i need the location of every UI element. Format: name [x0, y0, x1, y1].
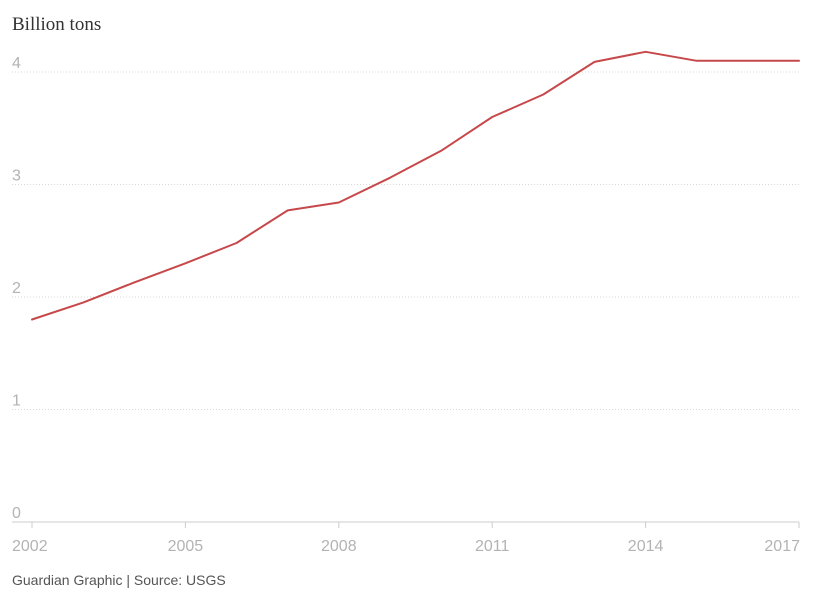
x-tick-label: 2008: [321, 538, 357, 555]
x-tick-label: 2005: [168, 538, 204, 555]
series-lines: [31, 50, 800, 321]
y-axis-ticks: 0 1 2 3 4: [12, 55, 21, 522]
y-tick-label: 0: [12, 505, 21, 522]
gridlines: [12, 71, 799, 523]
y-tick-label: 2: [12, 280, 21, 297]
x-tick-label: 2002: [12, 538, 48, 555]
x-axis-ticks: 2002 2005 2008 2011 2014 2017: [12, 522, 800, 555]
source-note: Guardian Graphic | Source: USGS: [12, 572, 226, 588]
x-tick-label: 2011: [475, 538, 510, 555]
x-tick-label: 2014: [628, 538, 664, 555]
y-tick-label: 3: [12, 168, 21, 185]
y-tick-label: 1: [12, 393, 21, 410]
y-axis-label: Billion tons: [12, 14, 102, 35]
series-line: [31, 50, 800, 321]
x-tick-label: 2017: [764, 538, 800, 555]
y-tick-label: 4: [12, 55, 21, 72]
